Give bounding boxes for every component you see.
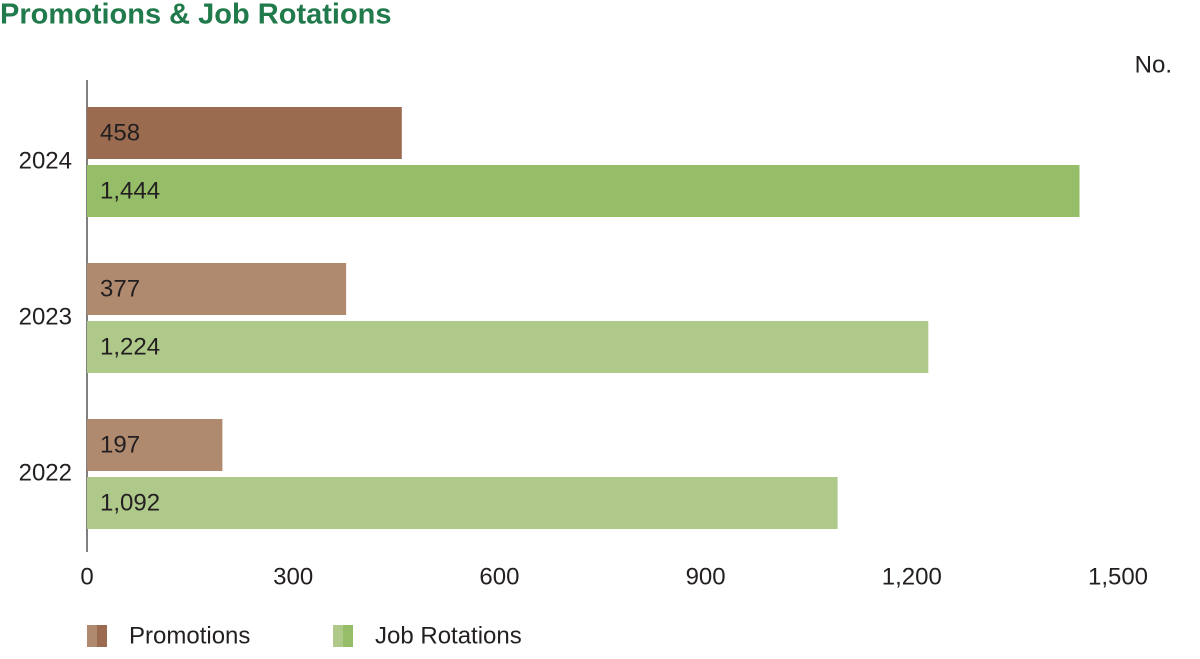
value-label: 1,092 — [100, 489, 160, 516]
x-tick-label: 300 — [273, 563, 313, 590]
bar — [87, 263, 347, 315]
y-tick-label: 2023 — [19, 303, 72, 330]
value-label: 377 — [100, 275, 140, 302]
x-tick-label: 1,500 — [1088, 563, 1148, 590]
legend-label: Promotions — [129, 622, 250, 649]
legend-swatch — [87, 625, 97, 647]
x-tick-label: 600 — [479, 563, 519, 590]
bar — [87, 477, 838, 529]
x-tick-label: 1,200 — [882, 563, 942, 590]
legend-swatch — [343, 625, 353, 647]
x-tick-label: 0 — [80, 563, 93, 590]
y-tick-label: 2022 — [19, 459, 72, 486]
bar — [87, 321, 929, 373]
x-tick-label: 900 — [686, 563, 726, 590]
value-label: 458 — [100, 119, 140, 146]
bar — [87, 419, 223, 471]
legend-label: Job Rotations — [375, 622, 522, 649]
y-tick-label: 2024 — [19, 147, 72, 174]
unit-label: No. — [1135, 51, 1172, 78]
bar — [87, 165, 1080, 217]
value-label: 1,444 — [100, 177, 160, 204]
legend-swatch — [97, 625, 107, 647]
bar — [87, 107, 402, 159]
value-label: 1,224 — [100, 333, 160, 360]
value-label: 197 — [100, 431, 140, 458]
chart-title: Promotions & Job Rotations — [0, 0, 392, 31]
legend-swatch — [333, 625, 343, 647]
